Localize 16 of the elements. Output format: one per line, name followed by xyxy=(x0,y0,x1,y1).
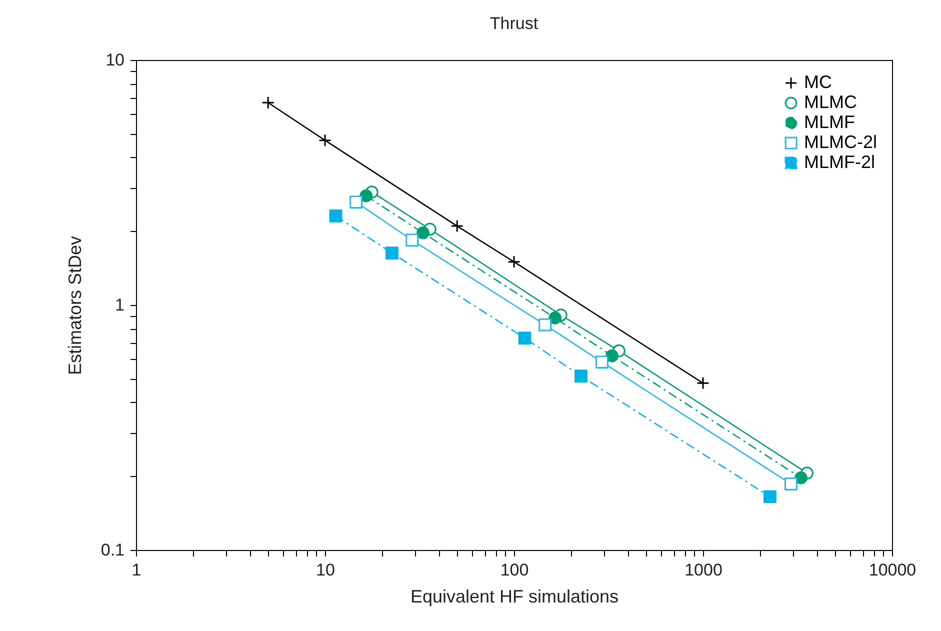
x-tick-label: 100 xyxy=(500,560,529,580)
y-tick-label: 0.1 xyxy=(100,540,124,560)
x-tick-label: 10000 xyxy=(868,560,916,580)
legend-label: MLMF-2l xyxy=(804,152,875,172)
y-tick-label: 10 xyxy=(106,50,124,70)
legend-label: MLMC xyxy=(804,92,857,112)
x-axis-title: Equivalent HF simulations xyxy=(410,586,619,606)
legend-label: MLMF xyxy=(804,112,855,132)
x-tick-label: 10 xyxy=(316,560,335,580)
legend-label: MLMC-2l xyxy=(804,132,878,152)
x-tick-label: 1 xyxy=(132,560,142,580)
y-tick-label: 1 xyxy=(115,296,124,314)
x-tick-label: 1000 xyxy=(684,560,722,580)
y-axis-title: Estimators StDev xyxy=(64,236,85,376)
chart-title: Thrust xyxy=(490,14,538,33)
legend-label: MC xyxy=(804,72,832,92)
